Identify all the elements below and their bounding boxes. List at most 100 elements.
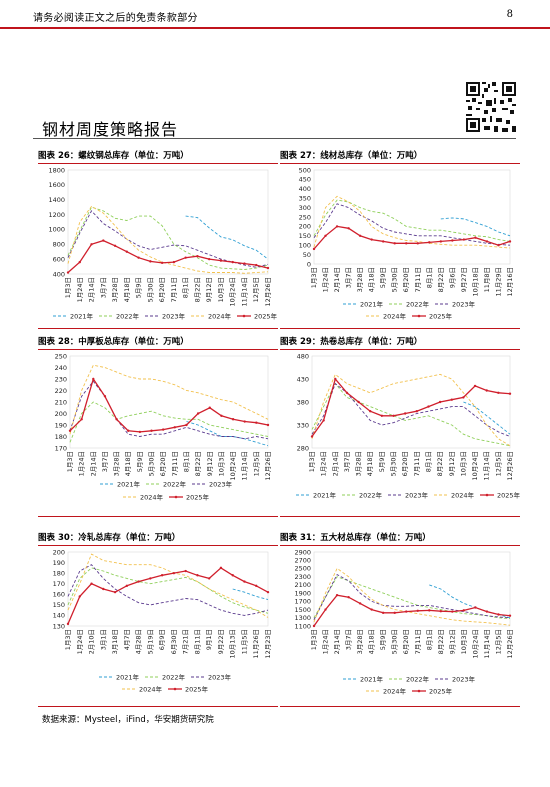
x-tick-label: 5月9日	[136, 451, 144, 472]
data-point	[243, 262, 246, 265]
data-point	[324, 234, 327, 237]
panel-bottom-rule	[280, 328, 520, 329]
data-point	[357, 400, 360, 404]
data-point	[160, 261, 164, 265]
data-point	[369, 410, 372, 413]
x-tick-label: 12月5日	[252, 451, 260, 476]
x-tick-label: 3月28日	[111, 277, 119, 302]
legend-label: 2021年	[70, 311, 94, 320]
y-tick-label: 180	[55, 433, 67, 441]
x-tick-label: 8月11日	[193, 629, 201, 654]
x-tick-label: 11月26日	[252, 629, 260, 659]
data-point	[255, 584, 258, 588]
series-line-5	[311, 377, 511, 437]
legend-label: 2021年	[116, 672, 140, 681]
y-tick-label: 500	[299, 166, 311, 174]
y-tick-label: 170	[53, 580, 65, 588]
data-point	[393, 611, 396, 615]
x-tick-label: 9月6日	[448, 267, 456, 288]
legend-label: 2022年	[406, 299, 430, 308]
x-tick-label: 8月22日	[437, 629, 445, 654]
y-tick-label: 2700	[294, 557, 311, 565]
series-line-5	[67, 239, 269, 273]
legend-marker	[242, 314, 246, 318]
x-tick-label: 2月14日	[88, 277, 96, 302]
data-point	[497, 244, 500, 247]
legend-label: 2025年	[185, 684, 209, 693]
data-point	[438, 400, 442, 404]
data-point	[125, 584, 129, 588]
x-tick-label: 11月8日	[483, 267, 491, 292]
data-point	[322, 419, 325, 422]
x-tick-label: 10月13日	[229, 629, 237, 659]
x-tick-label: 8月1日	[425, 267, 433, 288]
data-point	[462, 609, 466, 612]
legend-label: 2024年	[208, 311, 232, 320]
data-point	[345, 391, 349, 394]
data-point	[184, 256, 187, 259]
legend-marker	[485, 493, 489, 497]
data-point	[66, 622, 70, 626]
legend-marker	[417, 689, 421, 693]
data-point	[127, 429, 130, 432]
series-line-3	[311, 382, 511, 437]
plot-area	[313, 169, 511, 265]
y-tick-label: 200	[55, 410, 67, 418]
plot-area	[67, 169, 269, 275]
data-point	[66, 271, 70, 274]
data-point	[370, 608, 373, 611]
x-tick-label: 12月23日	[264, 629, 272, 659]
y-tick-label: 50	[303, 251, 311, 259]
data-point	[80, 418, 83, 421]
x-tick-label: 3月28日	[113, 451, 121, 476]
x-tick-label: 2月10日	[88, 629, 96, 654]
x-tick-label: 8月22日	[193, 277, 201, 302]
plot-area	[313, 551, 511, 627]
legend-label: 2021年	[313, 490, 337, 499]
panel-bottom-rule	[280, 516, 520, 517]
y-tick-label: 2300	[294, 573, 311, 581]
x-tick-label: 4月28日	[135, 629, 143, 654]
data-point	[68, 429, 72, 432]
data-point	[185, 423, 188, 427]
data-point	[497, 613, 500, 616]
series-line-3	[67, 564, 269, 616]
x-tick-label: 9月1日	[205, 629, 213, 650]
series-line-5	[313, 594, 511, 627]
x-tick-label: 4月18日	[124, 451, 132, 476]
x-tick-label: 6月20日	[402, 629, 410, 654]
legend-label: 2022年	[406, 674, 430, 683]
data-point	[485, 610, 489, 613]
data-point	[405, 242, 408, 245]
y-tick-label: 1600	[48, 181, 65, 189]
y-tick-label: 430	[297, 375, 309, 383]
y-tick-label: 2900	[294, 548, 311, 556]
data-point	[266, 423, 270, 427]
data-point	[255, 263, 258, 267]
y-tick-label: 350	[299, 195, 311, 203]
chart-panel-hot-coil: 图表 29：热卷总库存（单位：万吨） 280 330 380 430 480 1月3日 1月…	[280, 337, 520, 517]
series-line-5	[313, 225, 511, 250]
page-number: 8	[506, 9, 513, 20]
legend-label: 2022年	[163, 479, 187, 488]
chart-title: 图表 27：线材总库存（单位：万吨）	[280, 151, 423, 161]
data-point	[428, 241, 431, 244]
panel-top-rule	[280, 163, 520, 164]
x-tick-label: 12月5日	[494, 629, 502, 654]
data-point	[161, 428, 165, 431]
plot-area	[69, 355, 269, 449]
legend-label: 2023年	[208, 672, 232, 681]
data-point	[335, 225, 339, 228]
series-line-4	[313, 567, 511, 626]
x-tick-label: 9月27日	[460, 267, 468, 292]
data-point	[173, 426, 177, 429]
y-tick-label: 1700	[294, 598, 311, 606]
data-point	[462, 238, 466, 241]
qr-code-icon	[466, 82, 516, 132]
x-tick-label: 7月11日	[170, 277, 178, 302]
x-tick-label: 8月1日	[182, 277, 190, 298]
panel-top-rule	[38, 349, 278, 350]
header-rule	[0, 27, 550, 29]
y-tick-label: 0	[307, 260, 311, 268]
